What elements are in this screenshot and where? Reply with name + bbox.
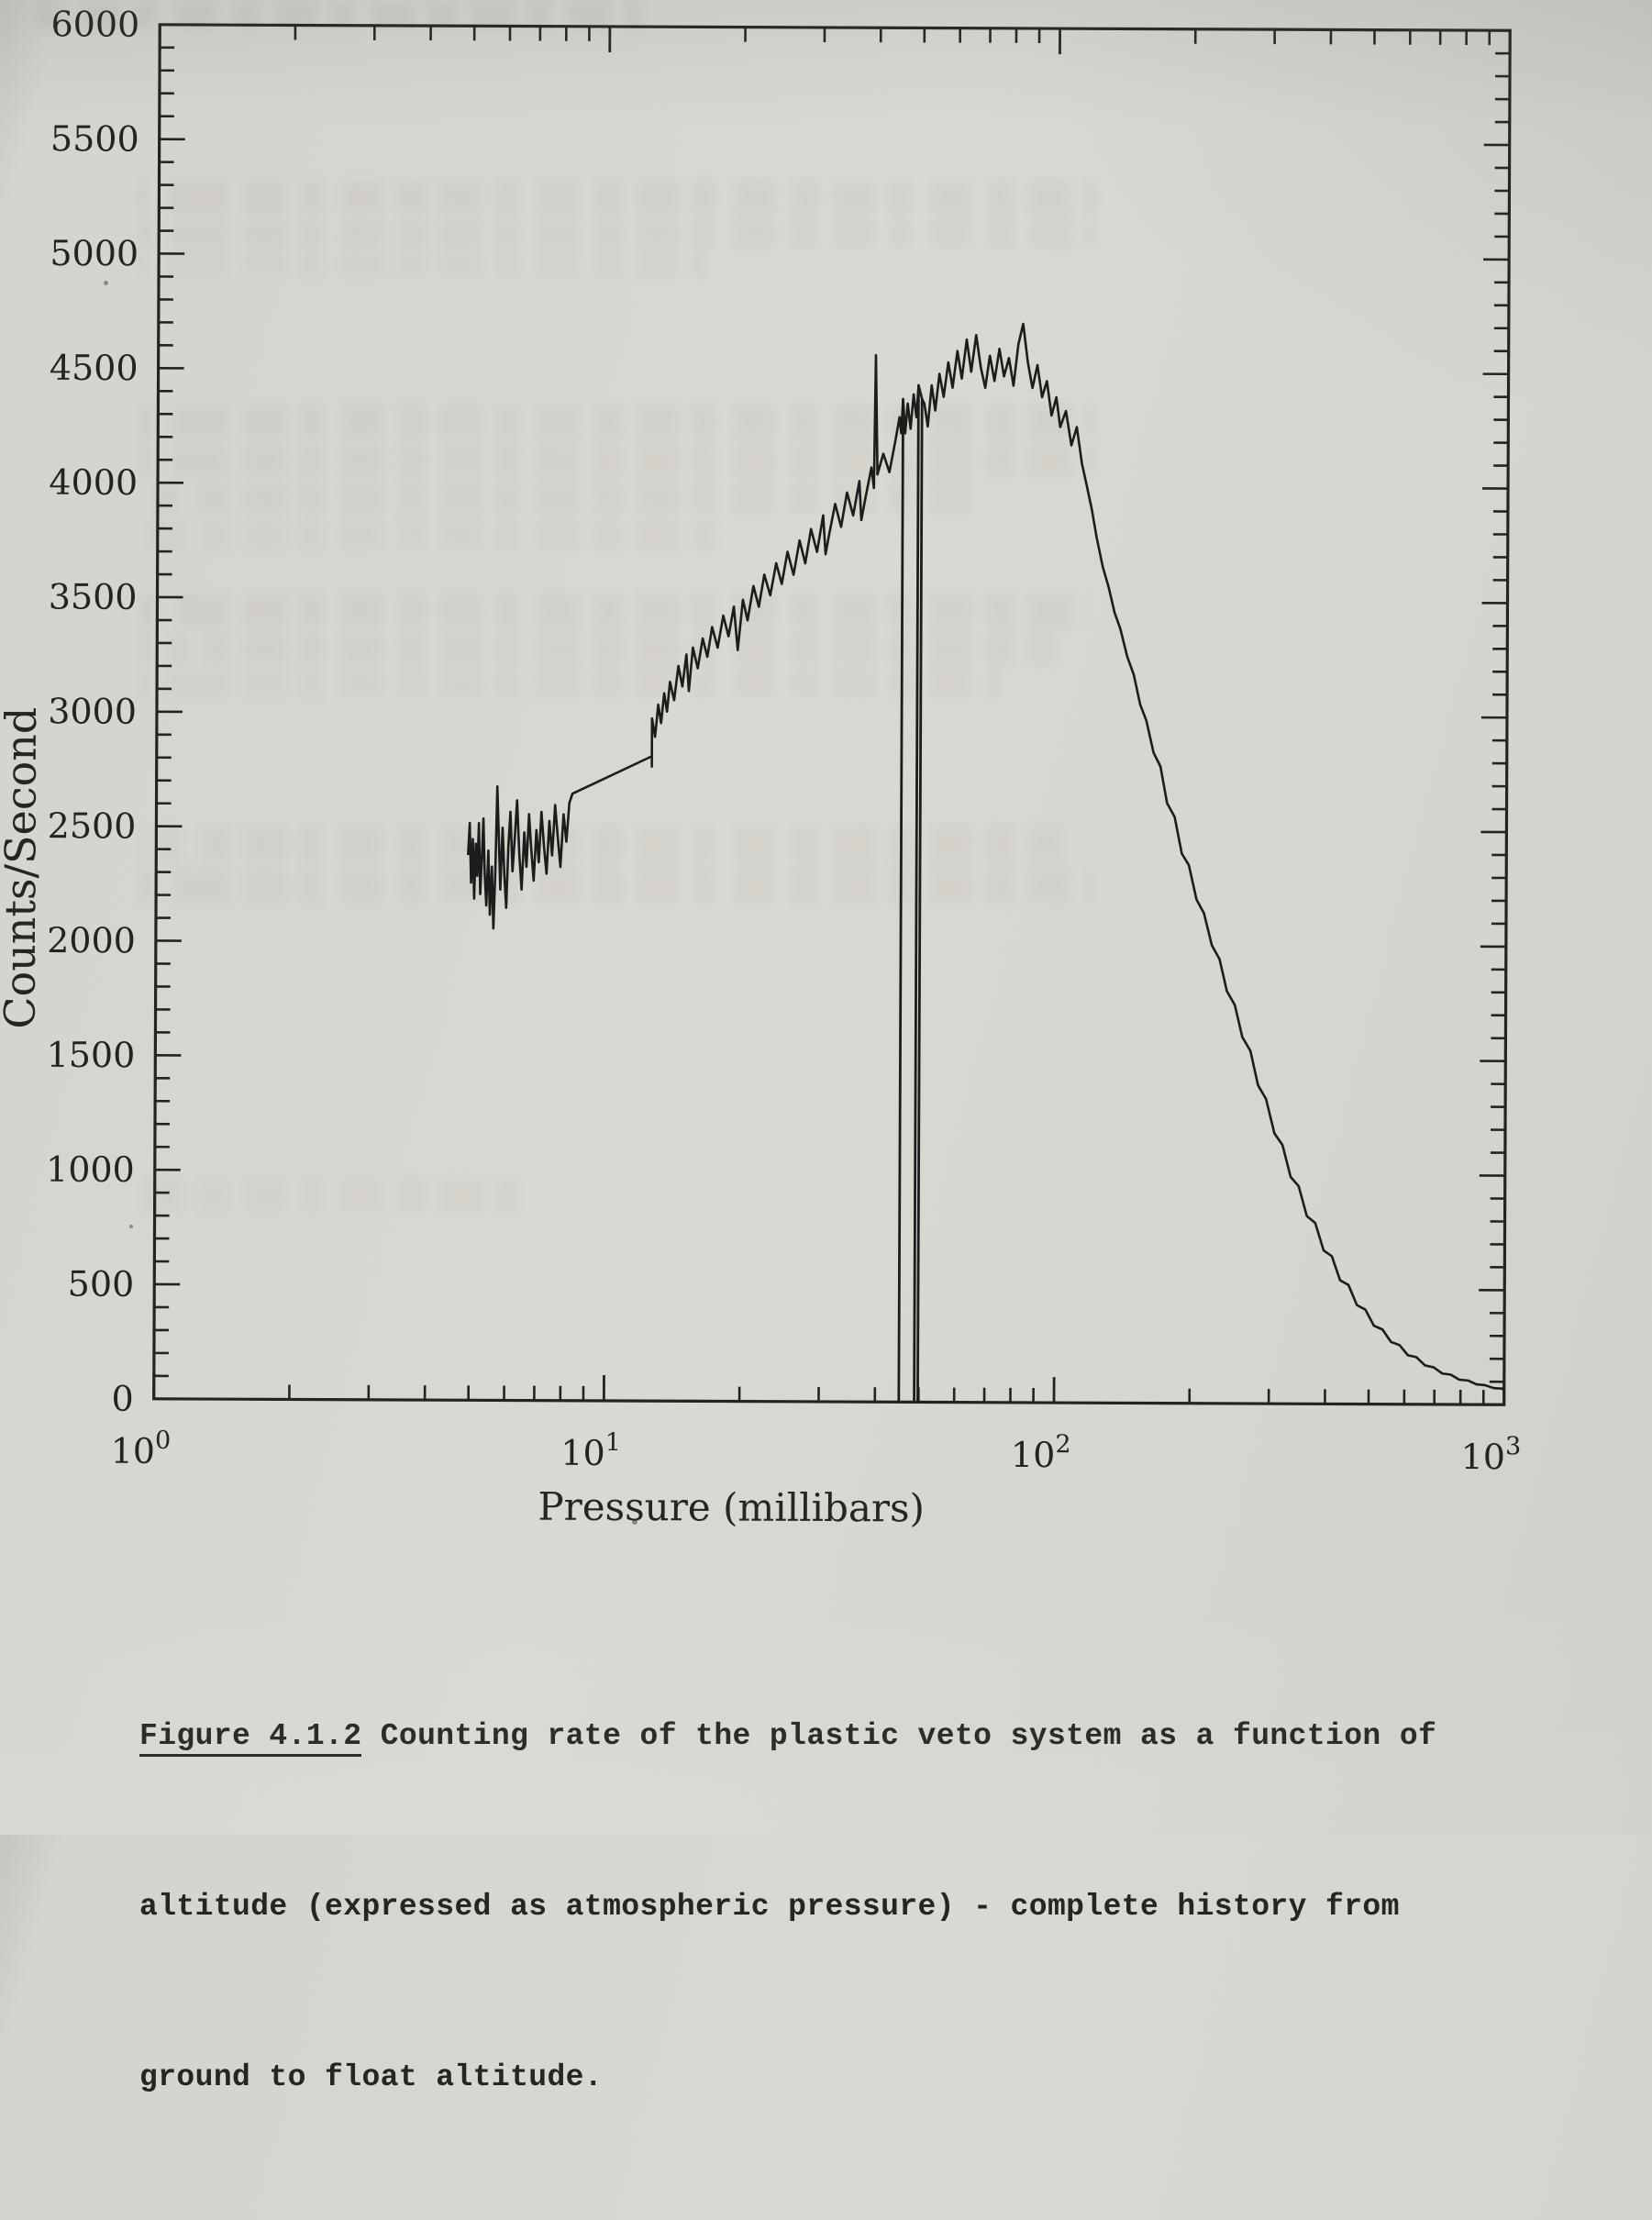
caption-line-2: altitude (expressed as atmospheric press… [139,1879,1436,1936]
y-tick-label: 3000 [48,691,137,731]
x-axis-title: Pressure (millibars) [538,1484,925,1531]
glitch-drop-line [899,399,904,1403]
data-curve [466,321,1509,1390]
x-tick-label: 101 [560,1428,621,1473]
y-tick-label: 2500 [48,805,137,846]
y-axis-title: Counts/Second [0,707,46,1029]
chart-svg: 0500100015002000250030003500400045005000… [0,0,1652,1838]
y-tick-label: 4000 [49,462,138,503]
x-tick-exponent: 2 [1055,1430,1070,1459]
x-tick-label: 102 [1011,1430,1071,1475]
figure-caption: Figure 4.1.2 Counting rate of the plasti… [139,1594,1436,2220]
y-tick-label: 2000 [47,920,136,960]
y-tick-label: 0 [111,1379,133,1419]
caption-line-1-text: Counting rate of the plastic veto system… [361,1719,1436,1753]
caption-line-1: Figure 4.1.2 Counting rate of the plasti… [139,1708,1436,1765]
caption-line-3: ground to float altitude. [139,2049,1436,2106]
y-tick-label: 6000 [50,4,139,44]
x-tick-label: 100 [111,1426,172,1471]
x-tick-exponent: 3 [1505,1432,1521,1460]
y-tick-label: 500 [68,1264,135,1304]
figure-number-label: Figure 4.1.2 [139,1719,361,1757]
y-tick-label: 4500 [50,348,139,388]
x-tick-label: 103 [1461,1432,1522,1477]
y-tick-label: 5500 [50,118,139,159]
y-tick-label: 1500 [47,1035,136,1075]
y-tick-label: 1000 [46,1149,135,1190]
y-tick-label: 3500 [49,576,138,616]
x-tick-exponent: 0 [155,1426,171,1455]
y-tick-label: 5000 [50,233,139,273]
x-tick-exponent: 1 [605,1428,621,1457]
plot-box [154,25,1511,1404]
